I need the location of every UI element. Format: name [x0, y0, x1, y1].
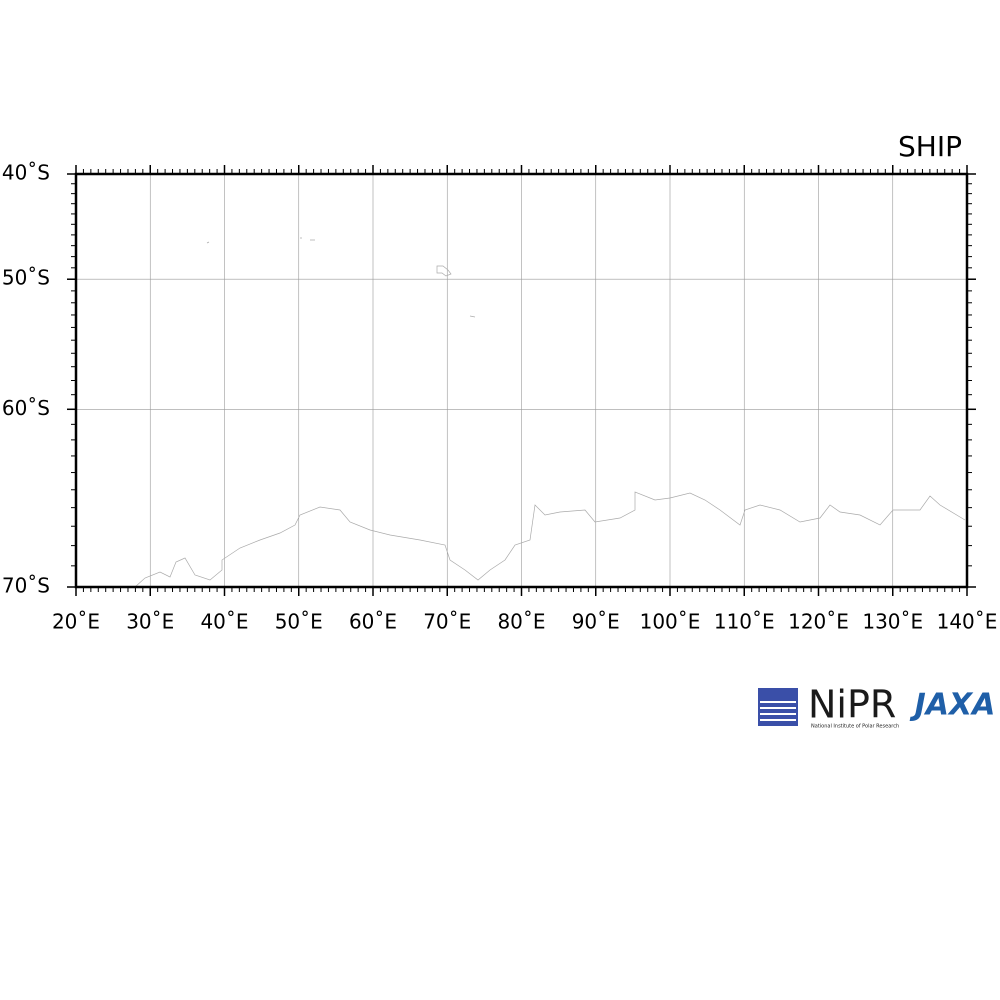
x-tick-label: 110˚E: [714, 610, 775, 634]
coastline: [134, 237, 966, 588]
jaxa-logo: JAXA: [910, 688, 996, 723]
prince-edward: [206, 241, 210, 244]
antarctic-coast: [134, 491, 966, 588]
x-tick-label: 20˚E: [52, 610, 100, 634]
heard-island: [469, 315, 476, 318]
nipr-subtitle: National Institute of Polar Research: [811, 724, 899, 730]
x-tick-label: 40˚E: [200, 610, 248, 634]
crozet: [300, 237, 315, 241]
map-border: [74, 172, 969, 589]
y-tick-label: 60˚S: [2, 396, 50, 420]
kerguelen: [436, 265, 452, 277]
x-tick-label: 130˚E: [862, 610, 923, 634]
grid: [75, 173, 968, 588]
x-tick-label: 50˚E: [275, 610, 323, 634]
nipr-logo: NiPR National Institute of Polar Researc…: [758, 683, 899, 730]
nipr-text: NiPR: [808, 683, 896, 727]
y-tick-label: 50˚S: [2, 266, 50, 290]
y-tick-label: 70˚S: [2, 574, 50, 598]
x-tick-label: 140˚E: [937, 610, 998, 634]
x-tick-label: 70˚E: [423, 610, 471, 634]
nipr-emblem-stripes: [760, 701, 796, 721]
x-tick-label: 120˚E: [788, 610, 849, 634]
x-tick-label: 30˚E: [126, 610, 174, 634]
x-tick-label: 100˚E: [640, 610, 701, 634]
y-tick-label: 40˚S: [2, 161, 50, 185]
x-tick-label: 80˚E: [497, 610, 545, 634]
frame: 20˚E 30˚E 40˚E 50˚E 60˚E 70˚E 80˚E 90˚E 100˚E 110…: [2, 161, 998, 634]
x-tick-label: 90˚E: [572, 610, 620, 634]
x-tick-label: 60˚E: [349, 610, 397, 634]
map-title: SHIP: [898, 130, 962, 163]
